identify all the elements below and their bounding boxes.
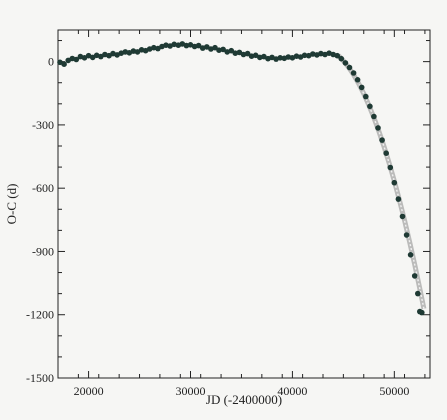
x-tick-label: 40000 bbox=[277, 384, 307, 398]
y-tick-label: -900 bbox=[32, 244, 54, 258]
data-point bbox=[415, 290, 421, 297]
data-point bbox=[212, 44, 218, 51]
y-tick-label: 0 bbox=[48, 55, 54, 69]
data-point bbox=[411, 273, 418, 279]
data-point bbox=[387, 164, 394, 171]
plot-frame bbox=[57, 29, 431, 379]
data-point bbox=[338, 55, 345, 62]
data-point bbox=[61, 61, 67, 67]
data-point bbox=[228, 47, 235, 54]
data-point bbox=[395, 196, 402, 202]
data-point bbox=[350, 70, 357, 76]
data-point bbox=[407, 252, 414, 258]
data-point bbox=[383, 150, 390, 156]
data-point bbox=[277, 55, 284, 61]
y-tick-label: -300 bbox=[32, 118, 54, 132]
x-tick-label: 30000 bbox=[175, 384, 205, 398]
data-point bbox=[371, 113, 377, 120]
data-point bbox=[391, 179, 398, 186]
fit-curve-layer bbox=[336, 53, 427, 310]
data-point bbox=[220, 46, 226, 53]
tick-labels: 20000 30000 40000 50000 0 -300 -600 -900 -1200 -1… bbox=[26, 55, 409, 398]
data-point bbox=[195, 42, 202, 49]
y-axis-label: O-C (d) bbox=[4, 184, 19, 225]
data-point bbox=[399, 213, 406, 220]
data-point bbox=[367, 103, 373, 110]
data-point bbox=[419, 309, 425, 316]
data-point bbox=[375, 125, 381, 131]
x-axis-label: JD (-2400000) bbox=[206, 392, 282, 407]
data-point bbox=[354, 77, 361, 83]
data-point bbox=[301, 52, 308, 59]
data-point bbox=[346, 64, 353, 71]
data-point bbox=[342, 60, 349, 66]
data-point bbox=[73, 56, 80, 63]
data-point bbox=[363, 93, 369, 100]
fit-curve-band bbox=[336, 53, 427, 310]
data-point bbox=[379, 137, 385, 143]
data-point bbox=[403, 232, 410, 238]
data-point bbox=[334, 52, 341, 59]
data-points-layer bbox=[57, 41, 425, 316]
fit-curve-line bbox=[337, 54, 425, 309]
y-tick-label: -1500 bbox=[26, 371, 54, 385]
axis-ticks bbox=[58, 30, 430, 379]
data-point bbox=[358, 84, 365, 91]
x-tick-label: 20000 bbox=[74, 384, 104, 398]
data-point bbox=[244, 50, 251, 57]
y-tick-label: -1200 bbox=[26, 308, 54, 322]
x-tick-label: 50000 bbox=[379, 384, 409, 398]
y-tick-label: -600 bbox=[32, 181, 54, 195]
